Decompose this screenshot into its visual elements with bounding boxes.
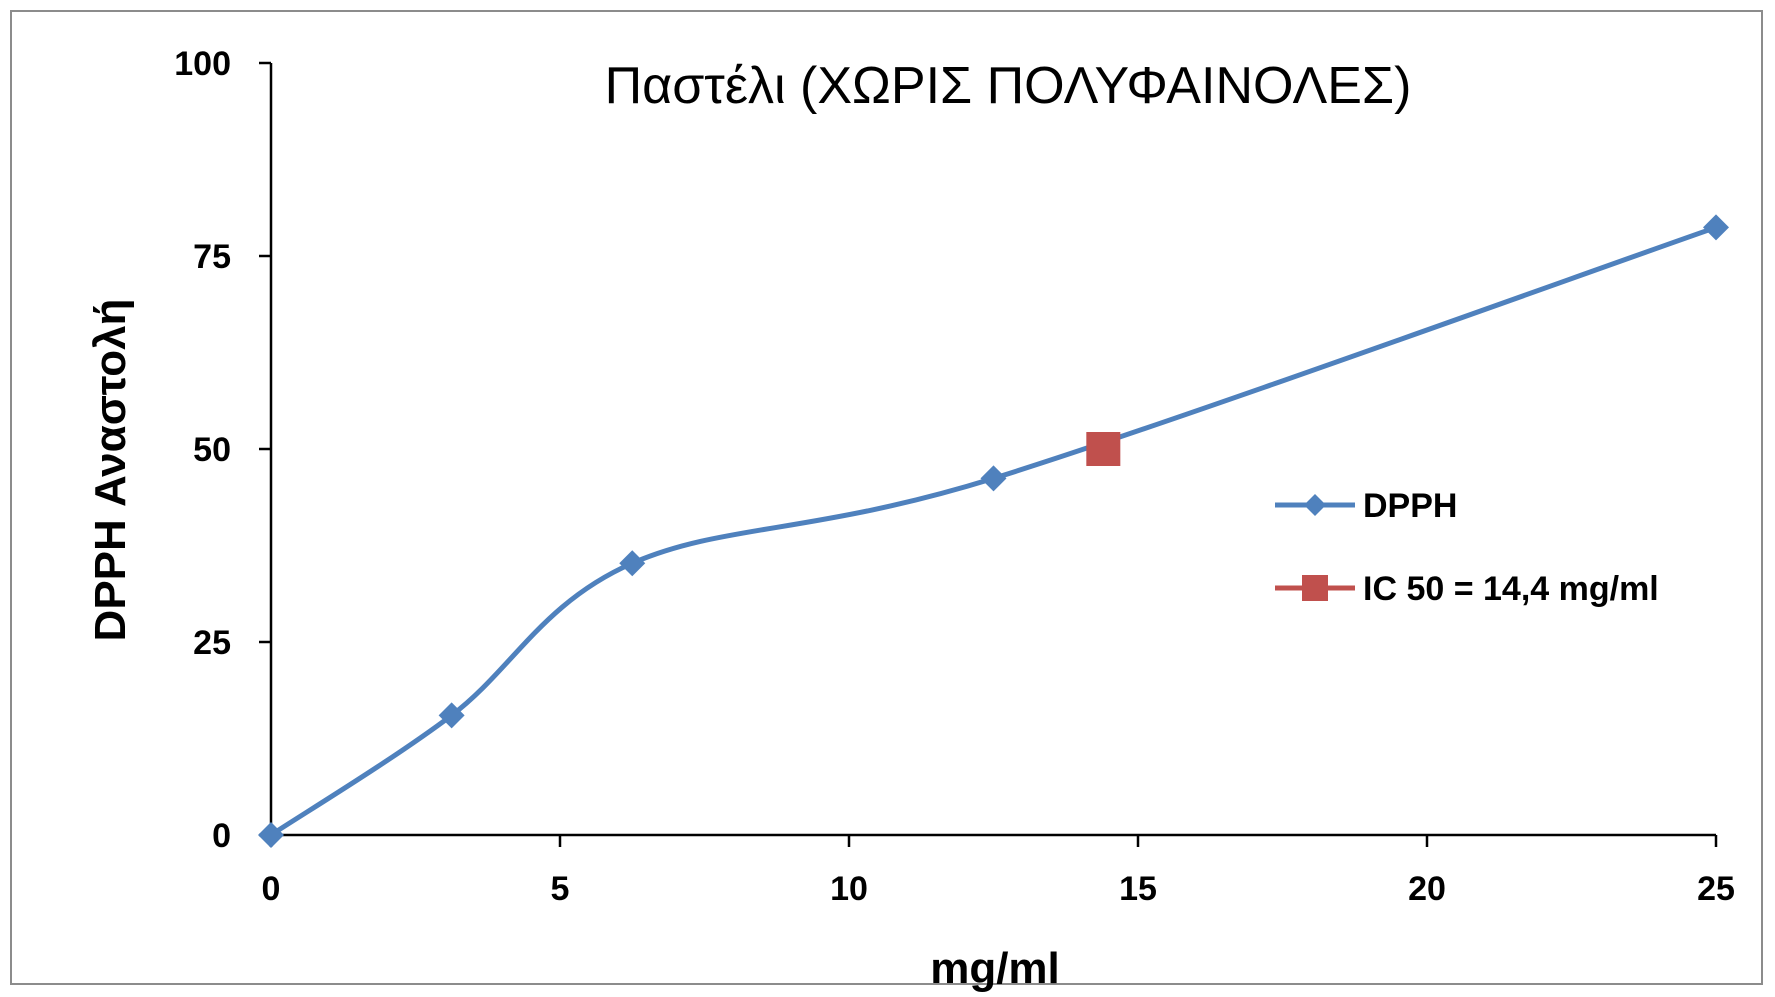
- legend-marker-square: [1302, 575, 1328, 601]
- x-tick-label: 5: [551, 870, 570, 908]
- data-point-diamond: [619, 550, 646, 577]
- legend: DPPH IC 50 = 14,4 mg/ml: [1275, 487, 1659, 608]
- y-tick-label: 50: [193, 431, 231, 469]
- chart-frame: [10, 10, 1763, 985]
- legend-marker-diamond: [1304, 494, 1326, 516]
- legend-label: IC 50 = 14,4 mg/ml: [1363, 570, 1659, 608]
- x-tick-label: 25: [1697, 870, 1735, 908]
- legend-label: DPPH: [1363, 487, 1457, 525]
- y-tick-label: 75: [193, 238, 231, 276]
- x-tick-label: 0: [262, 870, 281, 908]
- data-point-diamond: [258, 822, 284, 848]
- data-point-diamond: [1703, 214, 1729, 241]
- series-layer: [258, 214, 1729, 848]
- series-line-1: [269, 225, 1717, 838]
- data-point-diamond: [980, 465, 1007, 492]
- chart-title: Παστέλι (ΧΩΡΙΣ ΠΟΛΥΦΑΙΝΟΛΕΣ): [605, 57, 1412, 115]
- y-tick-label: 100: [174, 45, 231, 83]
- y-tick-label: 0: [212, 817, 231, 855]
- data-point-square: [1086, 432, 1121, 466]
- y-axis-title: DPPH Αναστολή: [86, 299, 135, 642]
- x-tick-label: 15: [1119, 870, 1157, 908]
- x-axis-title: mg/ml: [930, 944, 1060, 993]
- x-tick-label: 20: [1408, 870, 1446, 908]
- x-tick-label: 10: [830, 870, 868, 908]
- y-tick-label: 25: [193, 624, 231, 662]
- data-point-diamond: [438, 702, 465, 729]
- axes: 0 25 50 75 100 0 5 10 15 20 25: [174, 45, 1735, 908]
